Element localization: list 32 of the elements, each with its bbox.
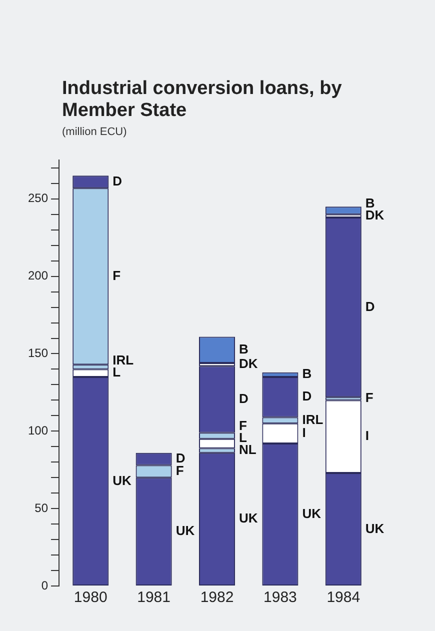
- x-tick-label: 1983: [264, 589, 297, 606]
- text: D: [239, 391, 248, 406]
- y-tick-label: 50: [34, 500, 48, 515]
- series-label: F: [112, 268, 121, 283]
- y-tick-label: 100: [28, 423, 48, 438]
- text: D: [365, 298, 375, 314]
- text: I: [365, 428, 370, 444]
- series-label: D: [112, 173, 122, 188]
- series-label: UK: [112, 472, 132, 488]
- text: IRL: [302, 412, 324, 427]
- y-tick-label: 250: [28, 191, 48, 206]
- series-label: B: [239, 341, 248, 356]
- x-tick-label: 1982: [200, 589, 234, 606]
- y-tick-label: 200: [28, 268, 48, 283]
- series-label: DK: [239, 356, 258, 372]
- text: UK: [239, 510, 258, 526]
- text: B: [302, 366, 312, 382]
- text: UK: [365, 520, 384, 536]
- text: F: [176, 463, 184, 478]
- y-tick-label: 150: [28, 346, 48, 360]
- chart-subtitle: (million ECU): [62, 126, 127, 138]
- y-tick-label: 0: [41, 578, 48, 592]
- x-tick-label: 1980: [74, 589, 108, 606]
- text: D: [302, 388, 312, 404]
- text: D: [176, 450, 186, 466]
- text: UK: [176, 523, 195, 538]
- text: UK: [302, 506, 321, 522]
- x-tick-label: 1984: [326, 589, 360, 606]
- series-label: I: [302, 425, 306, 440]
- chart-title: Industrial conversion loans, by Member State: [62, 78, 343, 122]
- text: F: [365, 390, 374, 406]
- x-tick-label: 1981: [137, 589, 171, 606]
